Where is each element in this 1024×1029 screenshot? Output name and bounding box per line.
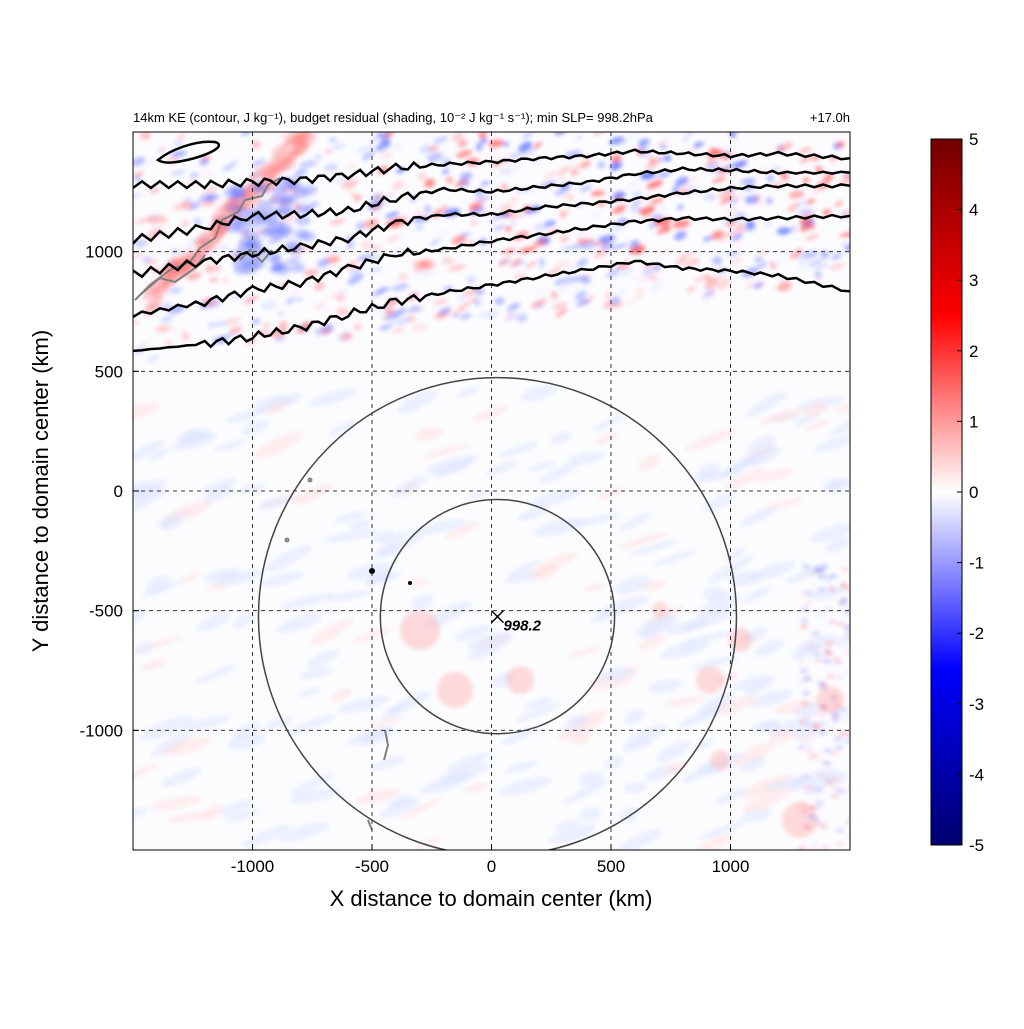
colorbar-tick-label: 1 [969,412,978,431]
colorbar-tick-label: 3 [969,271,978,290]
colorbar-tick-label: 4 [969,201,978,220]
colorbar-tick-label: 2 [969,342,978,361]
colorbar-tick-label: -2 [969,624,984,643]
residual-shading [133,132,850,850]
y-axis-ticks: 1000 500 0 -500 -1000 [80,243,139,740]
center-x [490,610,505,624]
marker-dot [369,568,375,574]
x-tick-label: 500 [597,857,625,876]
range-ring [257,376,738,850]
ke-contour [133,213,850,318]
x-tick-label: -500 [355,857,389,876]
colorbar-tick-label: -1 [969,554,984,573]
colorbar-ticks: 5 4 3 2 1 0 -1 -2 -3 -4 -5 [957,130,984,855]
ke-contour [133,166,850,245]
x-tick-label: -1000 [231,857,274,876]
forecast-hour: +17.0h [810,110,850,125]
range-ring [379,498,616,735]
y-tick-label: 500 [95,362,123,381]
y-tick-label: 0 [114,482,123,501]
y-tick-label: -500 [89,602,123,621]
colorbar-tick-label: -5 [969,836,984,855]
chart-title: 14km KE (contour, J kg⁻¹), budget residu… [133,110,654,125]
x-tick-label: 0 [487,857,496,876]
x-axis-label: X distance to domain center (km) [330,886,653,911]
y-tick-label: -1000 [80,721,123,740]
ke-contours [133,140,850,353]
ke-contour [133,183,850,279]
x-axis-ticks: -1000 -500 0 500 1000 [231,844,750,876]
colorbar [930,138,963,846]
min-slp-label: 998.2 [503,618,541,635]
ke-contour [133,259,850,353]
x-tick-label: 1000 [712,857,750,876]
range-rings [257,376,738,850]
colorbar-tick-label: 5 [969,130,978,149]
colorbar-tick-label: -4 [969,765,984,784]
ke-contour [133,148,850,190]
storm-center-marker [490,610,505,624]
colorbar-tick-label: 0 [969,483,978,502]
y-tick-label: 1000 [85,243,123,262]
ke-contour [155,140,221,164]
marker-dot [408,581,412,585]
colorbar-tick-label: -3 [969,695,984,714]
y-axis-label: Y distance to domain center (km) [28,330,53,652]
